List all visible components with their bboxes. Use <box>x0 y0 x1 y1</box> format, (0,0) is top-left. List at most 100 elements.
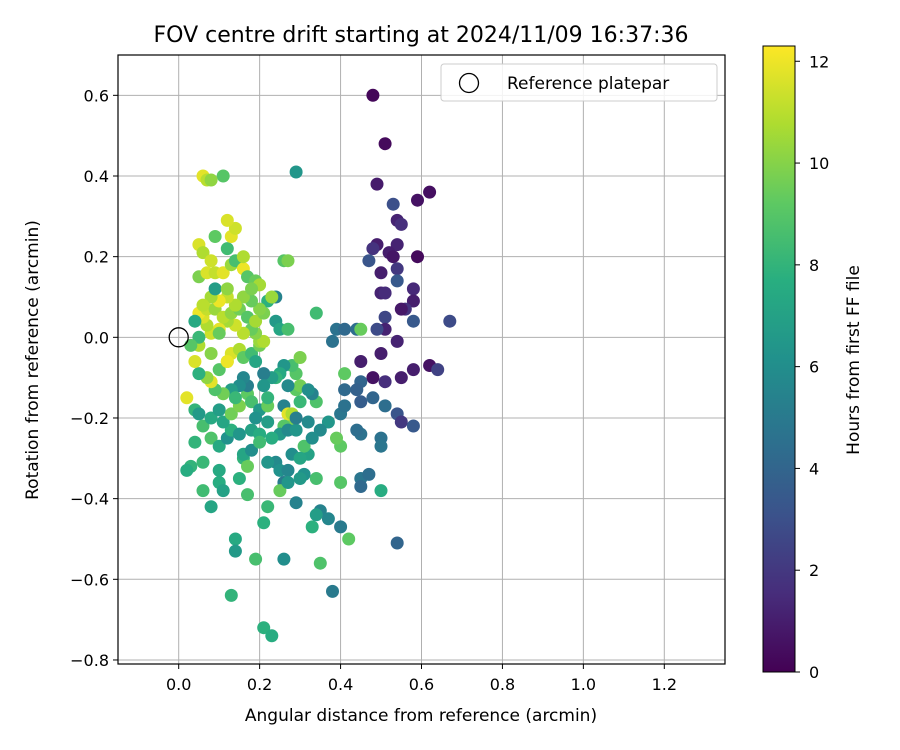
x-tick-label: 0.4 <box>328 675 353 694</box>
data-point <box>216 266 230 280</box>
data-point <box>354 355 368 368</box>
data-point <box>245 395 258 409</box>
data-point <box>309 472 323 485</box>
data-point <box>354 480 368 493</box>
data-point <box>370 322 384 336</box>
data-point <box>180 391 194 405</box>
data-point <box>241 459 254 473</box>
data-point <box>394 371 408 385</box>
colorbar-tick-label: 12 <box>809 52 829 71</box>
data-point <box>204 347 218 360</box>
colorbar-tick-label: 6 <box>809 358 819 377</box>
data-point <box>212 439 226 453</box>
data-point <box>313 556 327 570</box>
colorbar: 0 2 4 6 8 10 12 Hours from first FF file <box>762 45 864 682</box>
data-point <box>224 407 238 421</box>
data-point <box>281 322 295 336</box>
data-point <box>253 302 267 316</box>
data-point <box>253 435 267 449</box>
data-point <box>216 169 230 183</box>
y-tick-label: −0.2 <box>70 409 109 428</box>
data-point <box>378 399 392 413</box>
data-point <box>321 415 335 429</box>
data-point <box>196 246 210 260</box>
data-point <box>281 463 295 477</box>
data-point <box>366 371 380 385</box>
data-point <box>411 193 424 207</box>
data-point <box>261 415 275 429</box>
data-point <box>293 351 307 364</box>
data-point <box>390 238 404 252</box>
y-axis-ticks: 0.6 0.4 0.2 0.0 −0.2 −0.4 −0.6 −0.8 <box>70 86 118 670</box>
data-point <box>249 355 263 368</box>
data-point <box>374 439 388 453</box>
data-point <box>188 314 202 328</box>
data-point <box>305 431 319 445</box>
y-tick-label: 0.6 <box>84 86 109 105</box>
data-point <box>281 254 295 268</box>
data-point <box>212 463 226 477</box>
data-point <box>423 185 437 199</box>
data-point <box>204 431 218 445</box>
data-point <box>245 443 258 457</box>
data-point <box>228 532 242 546</box>
data-point <box>188 355 202 368</box>
data-point <box>386 250 400 264</box>
data-point <box>257 334 271 348</box>
data-point <box>236 250 250 264</box>
data-point <box>406 419 420 433</box>
data-point <box>232 427 246 441</box>
data-point <box>204 411 218 425</box>
data-point <box>378 375 392 389</box>
data-point <box>257 516 271 530</box>
y-tick-label: −0.4 <box>70 490 109 509</box>
data-point <box>374 347 388 360</box>
data-point <box>362 254 376 268</box>
x-axis-label: Angular distance from reference (arcmin) <box>245 706 597 726</box>
y-tick-label: −0.6 <box>70 570 109 589</box>
data-point <box>216 415 230 429</box>
data-point <box>196 455 210 469</box>
data-point <box>196 484 210 498</box>
data-points <box>180 88 457 643</box>
data-point <box>241 488 254 502</box>
data-point <box>338 399 352 413</box>
data-point <box>330 431 343 445</box>
data-point <box>281 476 295 489</box>
y-tick-label: 0.4 <box>84 167 109 186</box>
data-point <box>289 496 303 510</box>
data-point <box>334 520 348 534</box>
data-point <box>350 423 364 437</box>
data-point <box>265 290 279 304</box>
data-point <box>257 367 271 381</box>
data-point <box>224 588 238 602</box>
y-axis-label: Rotation from reference (arcmin) <box>23 220 43 500</box>
data-point <box>338 383 352 397</box>
data-point <box>228 298 242 312</box>
data-point <box>321 512 335 526</box>
data-point <box>313 423 327 437</box>
data-point <box>228 544 242 558</box>
colorbar-label: Hours from first FF file <box>844 265 864 455</box>
data-point <box>196 419 210 433</box>
data-point <box>192 330 206 344</box>
data-point <box>406 314 420 328</box>
chart-title: FOV centre drift starting at 2024/11/09 … <box>154 23 689 48</box>
data-point <box>228 221 242 235</box>
data-point <box>184 338 198 352</box>
data-point <box>334 476 348 489</box>
data-point <box>386 197 400 211</box>
reference-marker-layer <box>168 327 189 348</box>
data-point <box>192 367 206 381</box>
x-tick-label: 0.2 <box>247 675 272 694</box>
data-point <box>293 451 307 465</box>
data-point <box>257 621 271 635</box>
x-axis-ticks: 0.0 0.2 0.4 0.6 0.8 1.0 1.2 <box>166 664 677 694</box>
colorbar-tick-label: 2 <box>809 561 819 580</box>
data-point <box>406 363 420 377</box>
data-point <box>289 165 303 179</box>
data-point <box>212 326 226 340</box>
data-point <box>192 407 206 421</box>
data-point <box>220 282 234 296</box>
data-point <box>208 282 222 296</box>
